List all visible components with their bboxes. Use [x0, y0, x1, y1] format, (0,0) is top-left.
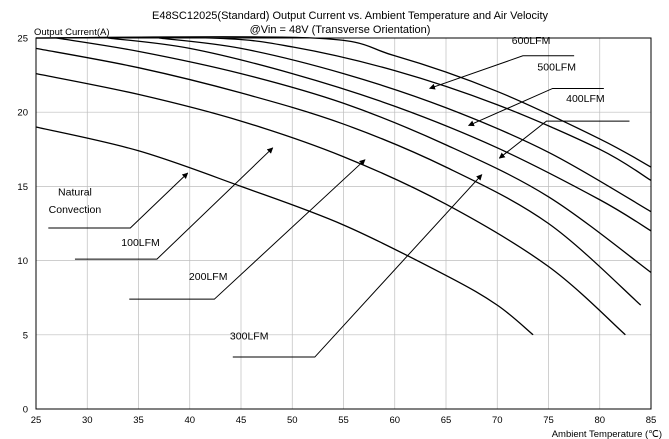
x-tick-label: 70 [492, 415, 503, 426]
y-tick-label: 0 [23, 405, 28, 416]
annotation-leaders [48, 55, 630, 358]
x-tick-label: 30 [82, 415, 93, 426]
x-tick-label: 65 [441, 415, 452, 426]
chart-title: E48SC12025(Standard) Output Current vs. … [152, 10, 549, 22]
x-tick-label: 60 [389, 415, 400, 426]
x-tick-labels: 25 30 35 40 45 50 55 60 65 70 75 80 85 [31, 415, 657, 426]
chart-subtitle: @Vin = 48V (Transverse Orientation) [250, 24, 431, 36]
x-tick-label: 40 [184, 415, 195, 426]
y-tick-labels: 0 5 10 15 20 25 [17, 34, 28, 416]
annotation-leader [498, 120, 630, 159]
annotation-leader [74, 147, 274, 260]
series-line-4 [107, 37, 652, 232]
grid [35, 37, 652, 410]
annotation-label: 400LFM [566, 93, 605, 105]
x-tick-label: 55 [338, 415, 349, 426]
y-tick-label: 10 [17, 256, 28, 267]
annotation-leader [429, 55, 575, 90]
plot-frame [35, 37, 652, 410]
x-tick-label: 50 [287, 415, 298, 426]
x-tick-label: 35 [133, 415, 144, 426]
series-line-1 [35, 72, 626, 336]
annotation-leader [129, 159, 366, 300]
y-tick-label: 15 [17, 182, 28, 193]
series-line-3 [56, 37, 652, 273]
y-axis-label: Output Current(A) [34, 27, 110, 38]
x-tick-label: 25 [31, 415, 42, 426]
x-axis-label: Ambient Temperature (℃) [552, 429, 662, 439]
series-line-6 [35, 36, 652, 182]
annotation-label: 100LFM [121, 237, 160, 249]
annotation-leader [232, 174, 483, 358]
x-tick-label: 75 [543, 415, 554, 426]
annotation-label: Natural [58, 186, 92, 198]
annotation-labels: Natural Convection 100LFM 200LFM 300LFM 400LF… [49, 35, 605, 342]
series-line-7 [35, 36, 652, 168]
x-tick-label: 45 [236, 415, 247, 426]
annotation-leader [48, 172, 189, 229]
annotation-leader [468, 87, 604, 127]
y-tick-label: 20 [17, 108, 28, 119]
annotation-label: 500LFM [537, 62, 576, 74]
series-line-2 [35, 47, 642, 306]
series-lines [35, 36, 652, 336]
annotation-label: 300LFM [230, 330, 269, 342]
annotation-label: Convection [49, 204, 102, 216]
annotation-label: 600LFM [512, 35, 551, 47]
x-tick-label: 85 [646, 415, 657, 426]
annotation-label: 200LFM [189, 271, 228, 283]
series-line-5 [158, 37, 652, 213]
y-tick-label: 5 [23, 330, 28, 341]
x-tick-label: 80 [594, 415, 605, 426]
y-tick-label: 25 [17, 34, 28, 45]
series-line-0 [35, 126, 534, 336]
